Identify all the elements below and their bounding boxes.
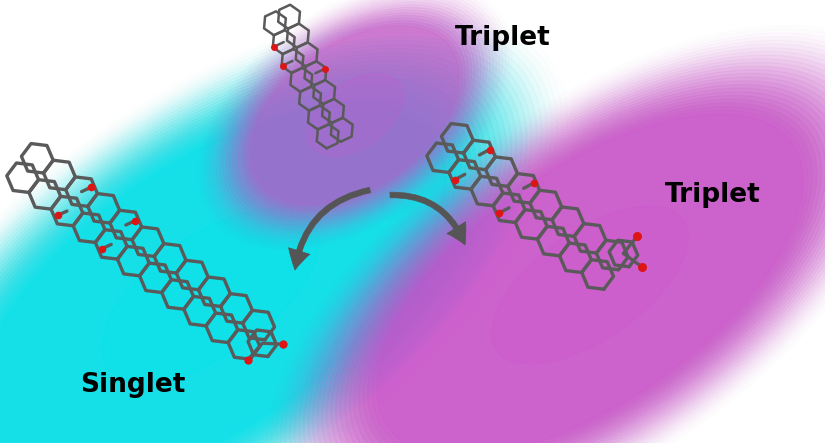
Ellipse shape [307, 74, 403, 156]
Ellipse shape [251, 26, 460, 204]
Ellipse shape [372, 110, 808, 443]
Ellipse shape [0, 101, 450, 443]
Ellipse shape [492, 206, 688, 364]
Ellipse shape [345, 88, 825, 443]
Ellipse shape [0, 73, 487, 443]
Ellipse shape [0, 93, 461, 443]
Ellipse shape [308, 58, 825, 443]
Text: Triplet: Triplet [455, 25, 551, 51]
Ellipse shape [0, 89, 466, 443]
FancyArrowPatch shape [390, 192, 466, 245]
Ellipse shape [354, 96, 825, 443]
Ellipse shape [331, 77, 825, 443]
Ellipse shape [0, 77, 481, 443]
Ellipse shape [0, 53, 512, 443]
Ellipse shape [0, 65, 497, 443]
Text: Singlet: Singlet [80, 372, 186, 398]
Ellipse shape [0, 36, 532, 443]
Ellipse shape [0, 57, 507, 443]
Text: Triplet: Triplet [665, 182, 761, 208]
Ellipse shape [327, 74, 825, 443]
Ellipse shape [216, 0, 493, 233]
Ellipse shape [359, 99, 822, 443]
Ellipse shape [238, 15, 472, 215]
Ellipse shape [304, 55, 825, 443]
Ellipse shape [232, 10, 478, 220]
Ellipse shape [368, 107, 813, 443]
Ellipse shape [349, 92, 825, 443]
Ellipse shape [101, 208, 318, 382]
Ellipse shape [0, 81, 476, 443]
Ellipse shape [336, 81, 825, 443]
Ellipse shape [242, 18, 469, 212]
Ellipse shape [244, 20, 465, 210]
Ellipse shape [0, 49, 516, 443]
Ellipse shape [229, 7, 481, 223]
Ellipse shape [363, 103, 817, 443]
Ellipse shape [0, 44, 522, 443]
Ellipse shape [0, 97, 456, 443]
Ellipse shape [377, 114, 804, 443]
FancyArrowPatch shape [289, 187, 370, 270]
Ellipse shape [219, 0, 490, 231]
Ellipse shape [313, 62, 825, 443]
Ellipse shape [317, 66, 825, 443]
Ellipse shape [223, 2, 488, 228]
Ellipse shape [322, 70, 825, 443]
Ellipse shape [235, 12, 475, 218]
Ellipse shape [248, 23, 462, 207]
Ellipse shape [0, 40, 527, 443]
Ellipse shape [0, 105, 446, 443]
Ellipse shape [0, 69, 492, 443]
Ellipse shape [0, 61, 502, 443]
Ellipse shape [340, 85, 825, 443]
Ellipse shape [0, 85, 471, 443]
Ellipse shape [226, 4, 484, 225]
